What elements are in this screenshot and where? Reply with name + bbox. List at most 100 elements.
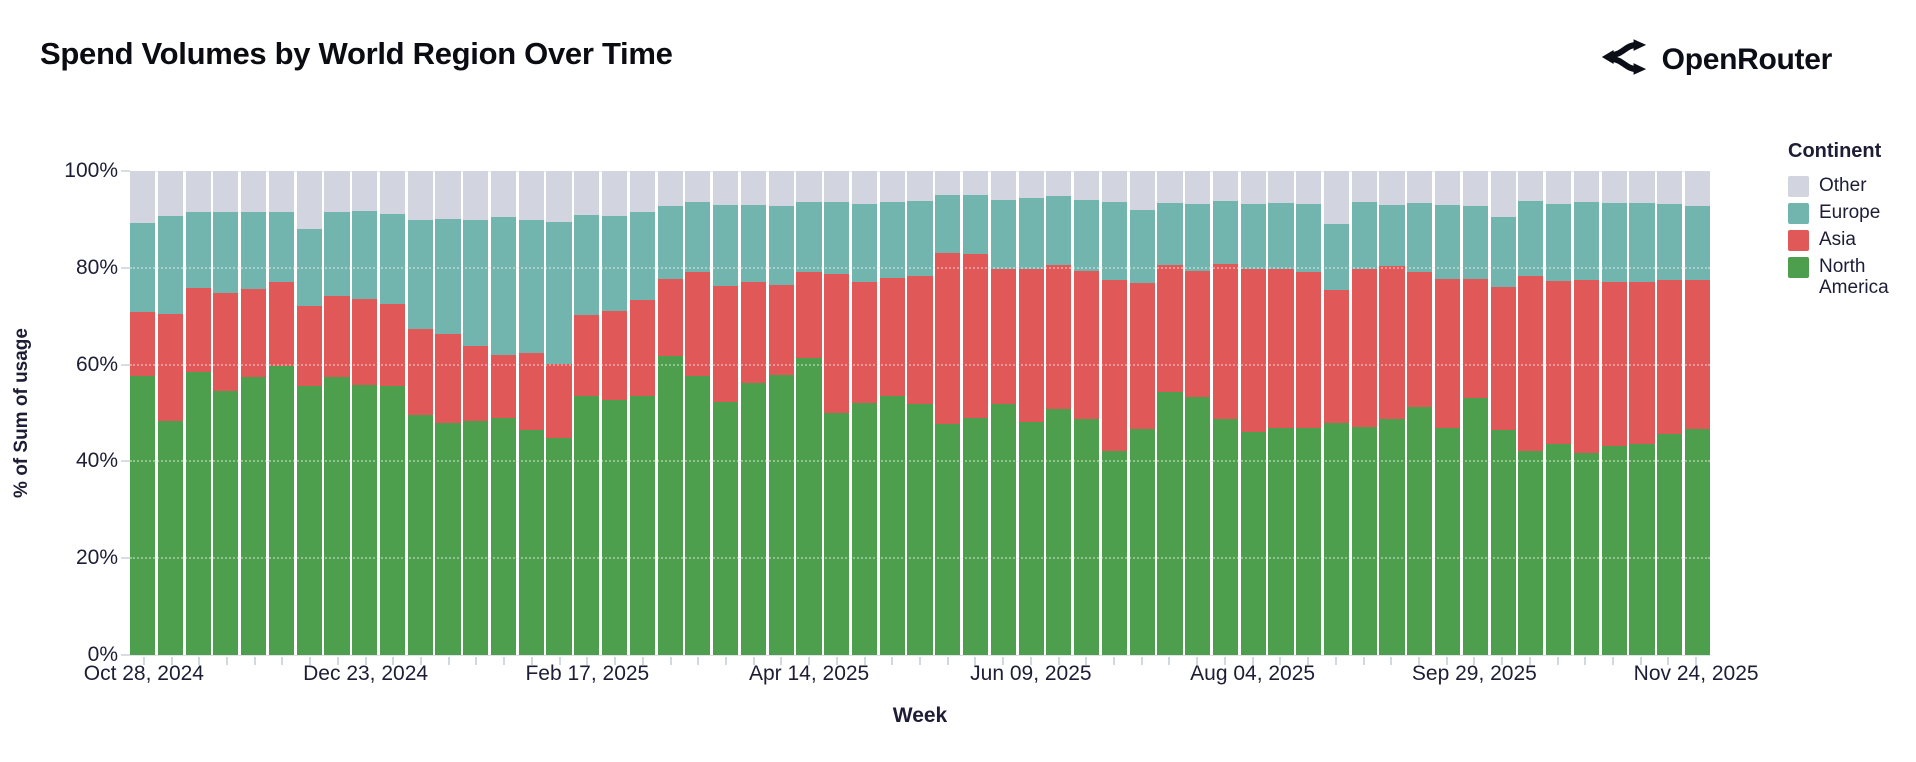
segment-na[interactable] <box>324 376 350 655</box>
segment-europe[interactable] <box>407 220 433 330</box>
segment-europe[interactable] <box>1490 217 1516 287</box>
segment-na[interactable] <box>546 438 572 655</box>
segment-na[interactable] <box>1046 408 1072 655</box>
segment-other[interactable] <box>1434 171 1461 205</box>
segment-other[interactable] <box>157 171 183 216</box>
segment-asia[interactable] <box>602 311 628 401</box>
segment-na[interactable] <box>1240 432 1266 655</box>
segment-asia[interactable] <box>629 300 655 396</box>
segment-europe[interactable] <box>935 194 961 254</box>
week-bar-2025-10-27[interactable] <box>1573 171 1599 655</box>
week-bar-2025-06-02[interactable] <box>990 170 1016 655</box>
segment-na[interactable] <box>213 390 239 655</box>
segment-europe[interactable] <box>1407 203 1433 273</box>
segment-other[interactable] <box>962 171 989 195</box>
segment-asia[interactable] <box>1046 265 1072 409</box>
segment-na[interactable] <box>130 376 156 655</box>
segment-na[interactable] <box>1212 418 1239 655</box>
segment-na[interactable] <box>990 403 1016 655</box>
segment-asia[interactable] <box>1157 265 1183 393</box>
segment-other[interactable] <box>990 170 1016 201</box>
week-bar-2025-05-26[interactable] <box>962 171 989 655</box>
segment-europe[interactable] <box>657 206 683 280</box>
segment-other[interactable] <box>935 170 961 195</box>
segment-na[interactable] <box>685 376 711 655</box>
segment-europe[interactable] <box>1629 202 1655 282</box>
week-bar-2025-10-06[interactable] <box>1490 170 1516 655</box>
segment-other[interactable] <box>1351 171 1377 203</box>
segment-na[interactable] <box>268 366 294 655</box>
week-bar-2025-03-17[interactable] <box>685 171 711 655</box>
segment-asia[interactable] <box>185 288 211 372</box>
legend-item-north-america[interactable]: North America <box>1788 256 1912 298</box>
segment-na[interactable] <box>296 385 322 655</box>
segment-other[interactable] <box>518 171 544 220</box>
week-bar-2024-11-11[interactable] <box>185 171 211 655</box>
segment-na[interactable] <box>1074 418 1100 655</box>
segment-asia[interactable] <box>935 253 961 425</box>
segment-asia[interactable] <box>352 299 378 385</box>
segment-europe[interactable] <box>435 219 461 335</box>
segment-asia[interactable] <box>824 273 850 413</box>
week-bar-2025-08-25[interactable] <box>1323 171 1350 655</box>
segment-asia[interactable] <box>851 281 878 403</box>
segment-na[interactable] <box>1434 428 1461 655</box>
segment-na[interactable] <box>962 418 989 655</box>
segment-other[interactable] <box>185 171 211 213</box>
segment-other[interactable] <box>685 171 711 202</box>
segment-europe[interactable] <box>1157 202 1183 266</box>
segment-asia[interactable] <box>1296 272 1322 428</box>
segment-other[interactable] <box>1462 171 1488 206</box>
week-bar-2025-07-14[interactable] <box>1157 171 1183 655</box>
segment-asia[interactable] <box>518 352 544 430</box>
segment-europe[interactable] <box>990 200 1016 269</box>
week-bar-2025-08-18[interactable] <box>1296 171 1322 655</box>
segment-asia[interactable] <box>1573 280 1599 453</box>
week-bar-2025-04-07[interactable] <box>768 171 794 655</box>
segment-na[interactable] <box>185 371 211 655</box>
week-bar-2025-01-06[interactable] <box>407 170 433 655</box>
segment-asia[interactable] <box>1351 269 1377 427</box>
segment-asia[interactable] <box>463 346 489 421</box>
segment-europe[interactable] <box>574 214 600 316</box>
segment-na[interactable] <box>1518 451 1544 655</box>
segment-other[interactable] <box>1684 171 1711 207</box>
segment-other[interactable] <box>296 171 322 230</box>
segment-other[interactable] <box>130 171 156 223</box>
segment-europe[interactable] <box>1212 200 1239 264</box>
segment-europe[interactable] <box>157 215 183 314</box>
segment-na[interactable] <box>1573 452 1599 655</box>
segment-asia[interactable] <box>213 292 239 391</box>
segment-other[interactable] <box>1490 170 1516 218</box>
segment-other[interactable] <box>463 171 489 221</box>
week-bar-2024-12-23[interactable] <box>352 170 378 655</box>
segment-na[interactable] <box>935 424 961 655</box>
segment-na[interactable] <box>1323 423 1350 655</box>
week-bar-2025-02-10[interactable] <box>546 171 572 655</box>
segment-na[interactable] <box>490 418 517 655</box>
segment-asia[interactable] <box>296 305 322 386</box>
segment-asia[interactable] <box>1657 280 1683 434</box>
segment-asia[interactable] <box>379 303 406 386</box>
segment-europe[interactable] <box>1434 204 1461 280</box>
week-bar-2025-07-28[interactable] <box>1212 171 1239 655</box>
segment-asia[interactable] <box>1129 282 1155 429</box>
segment-na[interactable] <box>1157 392 1183 655</box>
week-bar-2025-02-24[interactable] <box>602 171 628 655</box>
segment-europe[interactable] <box>546 221 572 364</box>
segment-asia[interactable] <box>1185 271 1211 397</box>
week-bar-2025-02-17[interactable] <box>574 171 600 655</box>
segment-asia[interactable] <box>1629 281 1655 444</box>
segment-asia[interactable] <box>1462 279 1488 398</box>
segment-asia[interactable] <box>130 312 156 377</box>
segment-europe[interactable] <box>1129 209 1155 283</box>
week-bar-2025-11-24[interactable] <box>1684 171 1711 655</box>
segment-europe[interactable] <box>1101 202 1127 281</box>
segment-asia[interactable] <box>768 284 794 375</box>
segment-other[interactable] <box>1018 171 1044 199</box>
segment-other[interactable] <box>1185 171 1211 204</box>
segment-europe[interactable] <box>1546 203 1572 282</box>
segment-asia[interactable] <box>713 286 739 402</box>
segment-europe[interactable] <box>379 213 406 304</box>
segment-europe[interactable] <box>296 229 322 306</box>
